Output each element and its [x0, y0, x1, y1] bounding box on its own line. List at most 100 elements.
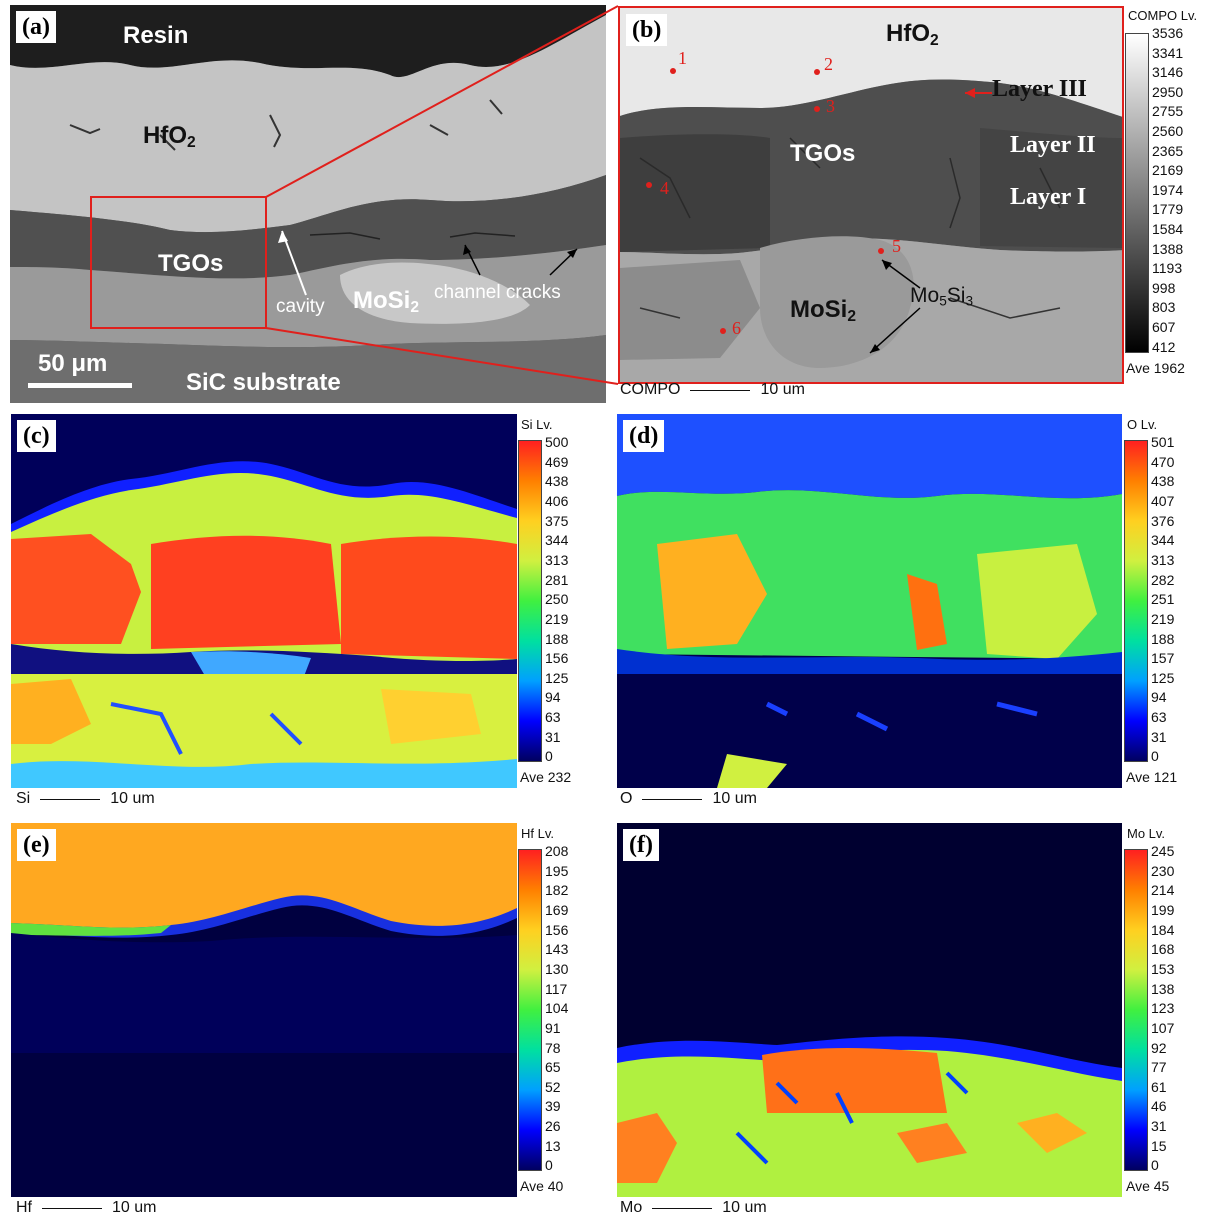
- colorbar-tick-label: 182: [545, 882, 569, 899]
- colorbar-tick-label: 138: [1151, 980, 1175, 997]
- colorbar-tick-label: 26: [545, 1118, 561, 1135]
- colorbar-tick-label: 125: [545, 669, 569, 686]
- mo-colorbar: [1124, 849, 1148, 1171]
- panel-e-scale-label: Hf: [16, 1199, 32, 1216]
- cavity-label: cavity: [276, 296, 325, 317]
- panel-b-mosi2-label: MoSi2: [790, 296, 857, 325]
- point-number-2: 2: [824, 54, 833, 74]
- panel-d-scale-value: 10 um: [712, 790, 757, 807]
- panel-e-scale: Hf 10 um: [16, 1199, 156, 1217]
- point-number-4: 4: [660, 178, 669, 198]
- panel-c-scale-label: Si: [16, 790, 31, 807]
- panel-f-scale-value: 10 um: [722, 1199, 767, 1216]
- panel-b-scale-value: 10 um: [760, 381, 805, 398]
- colorbar-tick-label: 214: [1151, 882, 1175, 899]
- panel-b-letter: (b): [626, 14, 668, 46]
- o-colorbar: [1124, 440, 1148, 762]
- sic-substrate-label: SiC substrate: [186, 369, 341, 396]
- colorbar-tick-label: 313: [1151, 551, 1175, 568]
- colorbar-tick-label: 344: [1151, 532, 1175, 549]
- point-marker-2: [814, 69, 820, 75]
- panel-e-scale-value: 10 um: [112, 1199, 157, 1216]
- colorbar-tick-label: 188: [1151, 630, 1175, 647]
- layer-i-label: Layer I: [1010, 184, 1087, 210]
- panel-b-scale: COMPO 10 um: [620, 381, 805, 399]
- compo-colorbar-title: COMPO Lv.: [1128, 8, 1198, 23]
- colorbar-tick-label: 0: [545, 748, 553, 765]
- colorbar-tick-label: 1584: [1152, 221, 1184, 237]
- colorbar-tick-label: 500: [545, 434, 569, 450]
- colorbar-tick-label: 470: [1151, 453, 1175, 470]
- colorbar-tick-label: 1193: [1152, 260, 1183, 277]
- panel-f-scale-label: Mo: [620, 1199, 643, 1216]
- mo-colorbar-title: Mo Lv.: [1127, 826, 1166, 841]
- colorbar-tick-label: 282: [1151, 571, 1175, 588]
- colorbar-tick-label: 2365: [1152, 142, 1184, 159]
- colorbar-tick-label: 130: [545, 960, 569, 977]
- layer-ii-label: Layer II: [1010, 132, 1096, 158]
- si-colorbar: [518, 440, 542, 762]
- panel-d-scale-label: O: [620, 790, 633, 807]
- panel-b-hfo2-label: HfO2: [886, 20, 939, 49]
- colorbar-tick-label: 2169: [1152, 162, 1184, 179]
- colorbar-tick-label: 92: [1151, 1039, 1167, 1056]
- scale-bar-label: 50 μm: [38, 350, 108, 377]
- point-number-3: 3: [826, 96, 835, 116]
- colorbar-tick-label: 156: [545, 921, 569, 938]
- colorbar-tick-label: 77: [1151, 1059, 1167, 1076]
- panel-f-scale: Mo 10 um: [620, 1199, 767, 1217]
- colorbar-tick-label: 219: [545, 610, 569, 627]
- panel-f-graphic: [617, 823, 1122, 1197]
- colorbar-tick-label: 157: [1151, 650, 1175, 667]
- colorbar-tick-label: 250: [545, 591, 569, 608]
- mosi2-label: MoSi2: [353, 287, 420, 316]
- point-marker-4: [646, 182, 652, 188]
- colorbar-tick-label: 199: [1151, 901, 1175, 918]
- si-colorbar-title: Si Lv.: [521, 417, 553, 432]
- point-number-1: 1: [678, 48, 687, 68]
- colorbar-tick-label: 3341: [1152, 44, 1184, 61]
- colorbar-tick-label: 94: [545, 689, 561, 706]
- colorbar-tick-label: 219: [1151, 610, 1175, 627]
- colorbar-tick-label: 13: [545, 1137, 561, 1154]
- colorbar-tick-label: 31: [1151, 728, 1167, 745]
- colorbar-tick-label: 2950: [1152, 83, 1184, 100]
- colorbar-tick-label: 3536: [1152, 25, 1184, 41]
- colorbar-tick-label: 78: [545, 1039, 561, 1056]
- panel-b-scale-label: COMPO: [620, 381, 681, 398]
- colorbar-tick-label: 803: [1152, 299, 1176, 316]
- colorbar-tick-label: 469: [545, 453, 569, 470]
- colorbar-tick-label: 251: [1151, 591, 1175, 608]
- layer-iii-label: Layer III: [992, 76, 1087, 102]
- colorbar-tick-label: 406: [545, 492, 569, 509]
- compo-colorbar: [1125, 33, 1149, 353]
- colorbar-tick-label: 117: [545, 980, 568, 997]
- colorbar-tick-label: 123: [1151, 1000, 1175, 1017]
- compo-average: Ave 1962: [1126, 360, 1185, 376]
- panel-c-scale-value: 10 um: [110, 790, 155, 807]
- colorbar-tick-label: 281: [545, 571, 569, 588]
- colorbar-tick-label: 65: [545, 1059, 561, 1076]
- colorbar-tick-label: 104: [545, 1000, 569, 1017]
- colorbar-tick-label: 1388: [1152, 240, 1184, 257]
- panel-f-scale-line: [652, 1207, 713, 1209]
- point-marker-3: [814, 106, 820, 112]
- panel-d-scale-line: [642, 798, 703, 800]
- point-marker-1: [670, 68, 676, 74]
- colorbar-tick-label: 153: [1151, 960, 1175, 977]
- colorbar-tick-label: 31: [545, 728, 561, 745]
- colorbar-tick-label: 3146: [1152, 64, 1184, 81]
- panel-c-scale-line: [40, 798, 101, 800]
- panel-a-sem-image: (a) Resin HfO2 TGOs MoSi2 cavity channel…: [10, 5, 606, 403]
- panel-d-graphic: [617, 414, 1122, 788]
- colorbar-tick-label: 61: [1151, 1078, 1167, 1095]
- panel-b-scale-line: [690, 389, 751, 391]
- point-marker-5: [878, 248, 884, 254]
- colorbar-tick-label: 91: [545, 1019, 561, 1036]
- colorbar-tick-label: 2755: [1152, 103, 1184, 120]
- panel-d-letter: (d): [623, 420, 665, 452]
- panel-b-graphic: [620, 8, 1122, 382]
- colorbar-tick-label: 245: [1151, 843, 1175, 859]
- colorbar-tick-label: 1974: [1152, 181, 1184, 198]
- colorbar-tick-label: 313: [545, 551, 569, 568]
